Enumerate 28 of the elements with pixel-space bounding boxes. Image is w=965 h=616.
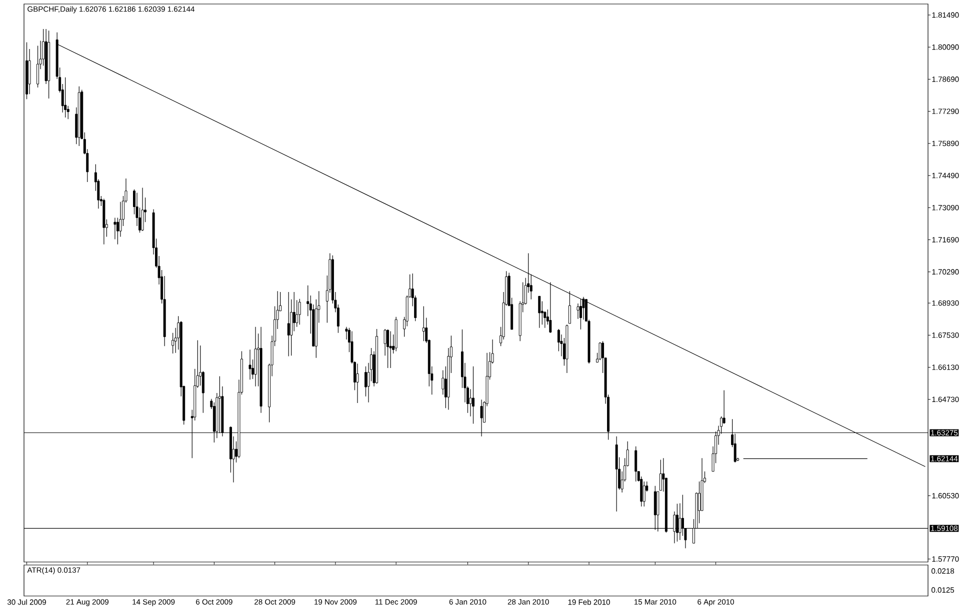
candlestick bbox=[248, 349, 252, 380]
candlestick bbox=[114, 217, 116, 240]
candlestick bbox=[292, 292, 296, 332]
candlestick bbox=[576, 303, 580, 320]
candlestick bbox=[659, 459, 662, 491]
candlestick bbox=[634, 446, 638, 482]
candlestick bbox=[384, 328, 386, 356]
candlestick bbox=[642, 481, 646, 507]
candlestick bbox=[579, 298, 582, 330]
candlestick bbox=[681, 494, 684, 536]
candlestick bbox=[722, 390, 726, 424]
candlestick bbox=[298, 298, 301, 325]
candlestick bbox=[141, 187, 144, 232]
candlestick bbox=[422, 306, 425, 342]
candlestick bbox=[28, 48, 31, 94]
candlestick bbox=[287, 292, 290, 357]
candlestick bbox=[64, 77, 67, 118]
candlestick bbox=[356, 363, 359, 404]
candlestick bbox=[386, 329, 390, 368]
candlestick bbox=[296, 300, 298, 328]
candlestick bbox=[472, 366, 474, 424]
candlestick bbox=[676, 503, 678, 542]
candlestick bbox=[538, 296, 541, 328]
candlestick bbox=[549, 282, 552, 334]
candlestick bbox=[116, 217, 119, 245]
candlestick bbox=[389, 330, 392, 368]
candlestick bbox=[469, 388, 472, 417]
candlestick bbox=[568, 290, 571, 324]
